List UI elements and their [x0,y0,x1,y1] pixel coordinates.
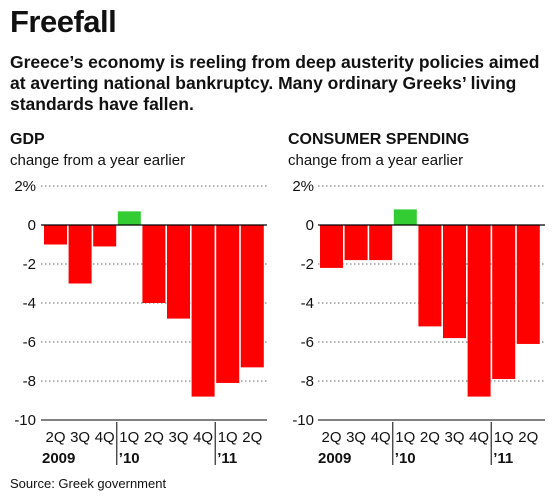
gdp-category-label: 4Q [193,429,213,446]
consumer-category-label: 2Q [321,429,341,446]
gdp-bar [142,225,166,303]
consumer-bar [443,225,466,339]
gdp-category-label: 1Q [119,429,139,446]
gdp-category-label: 4Q [95,429,115,446]
consumer-ytick-label: -6 [301,334,314,351]
gdp-bar [167,225,190,319]
gdp-bar [68,225,92,284]
consumer-year-label: ’10 [395,450,416,467]
consumer-category-label: 2Q [518,429,538,446]
consumer-ytick-label: -4 [301,295,314,312]
gdp-bar [240,225,264,368]
gdp-year-label: ’10 [119,450,140,467]
gdp-category-label: 3Q [168,429,188,446]
consumer-bar [516,225,540,344]
gdp-bar [44,225,67,245]
gdp-ytick-label: -2 [23,256,36,273]
consumer-category-label: 4Q [469,429,489,446]
gdp-bar [117,211,141,225]
gdp-category-label: 2Q [144,429,164,446]
consumer-bar [320,225,343,268]
chart-subtitle: Greece’s economy is reeling from deep au… [10,52,540,114]
source-note: Source: Greek government [10,476,167,491]
gdp-category-label: 1Q [218,429,238,446]
consumer-category-label: 2Q [420,429,440,446]
consumer-year-label: 2009 [318,450,351,467]
gdp-ytick-label: -4 [23,295,36,312]
gdp-category-label: 2Q [45,429,65,446]
consumer-category-label: 1Q [395,429,415,446]
consumer-bar [344,225,368,261]
consumer-year-label: ’11 [493,450,513,467]
consumer-ytick-label: -8 [301,373,314,390]
gdp-bar [216,225,240,383]
gdp-bar [93,225,117,247]
gdp-category-label: 3Q [70,429,90,446]
gdp-bar [191,225,215,397]
gdp-category-label: 2Q [242,429,262,446]
consumer-category-label: 1Q [494,429,514,446]
gdp-panel-subtitle: change from a year earlier [10,152,186,169]
consumer-panel-title: CONSUMER SPENDING [288,131,470,148]
consumer-ytick-label: -2 [301,256,314,273]
gdp-ytick-label: -10 [14,412,36,429]
consumer-ytick-label: 2% [292,178,314,195]
consumer-ytick-label: -10 [292,412,314,429]
consumer-bar [418,225,442,327]
gdp-ytick-label: -6 [23,334,36,351]
gdp-year-label: ’11 [217,450,237,467]
consumer-panel-subtitle: change from a year earlier [288,152,464,169]
consumer-bar [393,209,417,225]
gdp-ytick-label: 2% [14,178,36,195]
consumer-bar [492,225,516,380]
gdp-ytick-label: 0 [28,217,36,234]
consumer-category-label: 4Q [371,429,391,446]
chart-title: Freefall [10,4,117,39]
consumer-ytick-label: 0 [306,217,314,234]
gdp-year-label: 2009 [42,450,75,467]
consumer-bar [467,225,491,397]
consumer-category-label: 3Q [346,429,366,446]
gdp-panel-title: GDP [10,131,45,148]
consumer-category-label: 3Q [444,429,464,446]
gdp-ytick-label: -8 [23,373,36,390]
consumer-bar [369,225,393,261]
